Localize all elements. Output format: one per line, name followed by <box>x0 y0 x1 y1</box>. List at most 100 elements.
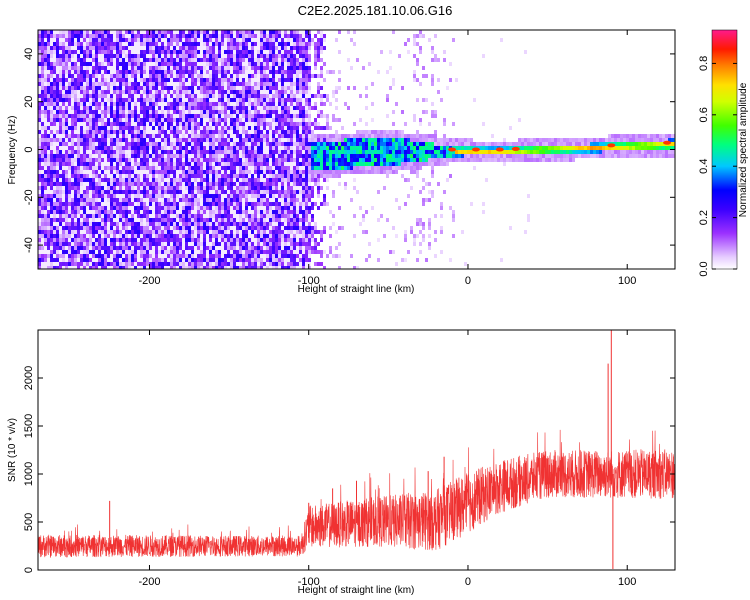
heatmap-cell <box>104 174 107 178</box>
heatmap-cell <box>98 118 101 122</box>
heatmap-cell <box>128 206 131 210</box>
heatmap-cell <box>86 202 89 206</box>
heatmap-cell <box>143 150 146 154</box>
heatmap-cell <box>113 166 116 170</box>
heatmap-cell <box>140 134 143 138</box>
heatmap-cell <box>275 146 278 150</box>
heatmap-cell <box>149 234 152 238</box>
heatmap-cell <box>158 198 161 202</box>
heatmap-cell <box>287 38 290 42</box>
heatmap-cell <box>116 30 119 34</box>
heatmap-cell <box>164 110 167 114</box>
heatmap-cell <box>260 78 263 82</box>
heatmap-cell <box>65 194 68 198</box>
heatmap-cell <box>257 38 260 42</box>
heatmap-cell <box>83 154 86 158</box>
heatmap-cell <box>113 190 116 194</box>
heatmap-cell <box>266 82 269 86</box>
heatmap-cell <box>269 206 272 210</box>
heatmap-cell <box>56 106 59 110</box>
heatmap-cell <box>146 258 149 262</box>
heatmap-cell <box>263 38 266 42</box>
heatmap-cell <box>182 70 185 74</box>
heatmap-cell <box>101 54 104 58</box>
heatmap-cell <box>230 154 233 158</box>
heatmap-cell <box>239 70 242 74</box>
heatmap-cell <box>233 174 236 178</box>
heatmap-cell <box>47 134 50 138</box>
heatmap-cell <box>239 262 242 266</box>
heatmap-cell <box>284 142 287 146</box>
heatmap-cell <box>155 206 158 210</box>
heatmap-cell <box>161 166 164 170</box>
heatmap-cell <box>77 162 80 166</box>
heatmap-cell <box>263 106 266 110</box>
heatmap-cell <box>83 126 86 130</box>
heatmap-cell <box>83 190 86 194</box>
heatmap-cell <box>257 258 260 262</box>
heatmap-cell <box>77 234 80 238</box>
heatmap-cell <box>53 198 56 202</box>
heatmap-cell <box>38 158 41 162</box>
heatmap-cell <box>47 222 50 226</box>
heatmap-cell <box>236 106 239 110</box>
heatmap-cell <box>263 58 266 62</box>
heatmap-cell <box>233 166 236 170</box>
heatmap-cell <box>116 258 119 262</box>
heatmap-cell <box>266 130 269 134</box>
heatmap-cell <box>119 186 122 190</box>
heatmap-cell <box>233 38 236 42</box>
heatmap-cell <box>143 90 146 94</box>
heatmap-cell <box>209 206 212 210</box>
heatmap-cell <box>77 254 80 258</box>
heatmap-cell <box>155 38 158 42</box>
heatmap-cell <box>263 154 266 158</box>
heatmap-cell <box>71 218 74 222</box>
heatmap-cell <box>266 98 269 102</box>
heatmap-cell <box>44 154 47 158</box>
heatmap-cell <box>239 122 242 126</box>
heatmap-cell <box>269 154 272 158</box>
heatmap-cell <box>62 210 65 214</box>
heatmap-cell <box>248 178 251 182</box>
heatmap-cell <box>107 262 110 266</box>
heatmap-cell <box>278 170 281 174</box>
heatmap-cell <box>71 222 74 226</box>
heatmap-cell <box>239 42 242 46</box>
heatmap-cell <box>149 130 152 134</box>
heatmap-cell <box>44 254 47 258</box>
heatmap-cell <box>92 162 95 166</box>
heatmap-cell <box>119 30 122 34</box>
heatmap-cell <box>152 62 155 66</box>
heatmap-cell <box>233 114 236 118</box>
heatmap-cell <box>221 78 224 82</box>
heatmap-cell <box>68 154 71 158</box>
heatmap-cell <box>125 134 128 138</box>
heatmap-cell <box>278 214 281 218</box>
heatmap-cell <box>239 118 242 122</box>
heatmap-cell <box>209 214 212 218</box>
heatmap-cell <box>128 114 131 118</box>
heatmap-cell <box>125 82 128 86</box>
heatmap-cell <box>242 46 245 50</box>
heatmap-cell <box>239 174 242 178</box>
heatmap-cell <box>170 162 173 166</box>
heatmap-cell <box>173 58 176 62</box>
heatmap-cell <box>242 78 245 82</box>
heatmap-cell <box>164 86 167 90</box>
heatmap-cell <box>146 114 149 118</box>
heatmap-cell <box>131 234 134 238</box>
heatmap-cell <box>275 62 278 66</box>
heatmap-cell <box>269 214 272 218</box>
heatmap-cell <box>116 190 119 194</box>
heatmap-cell <box>254 230 257 234</box>
heatmap-cell <box>278 98 281 102</box>
heatmap-cell <box>206 214 209 218</box>
heatmap-cell <box>101 178 104 182</box>
heatmap-cell <box>128 82 131 86</box>
heatmap-cell <box>260 234 263 238</box>
heatmap-cell <box>278 226 281 230</box>
heatmap-cell <box>203 194 206 198</box>
heatmap-cell <box>194 126 197 130</box>
heatmap-cell <box>44 150 47 154</box>
